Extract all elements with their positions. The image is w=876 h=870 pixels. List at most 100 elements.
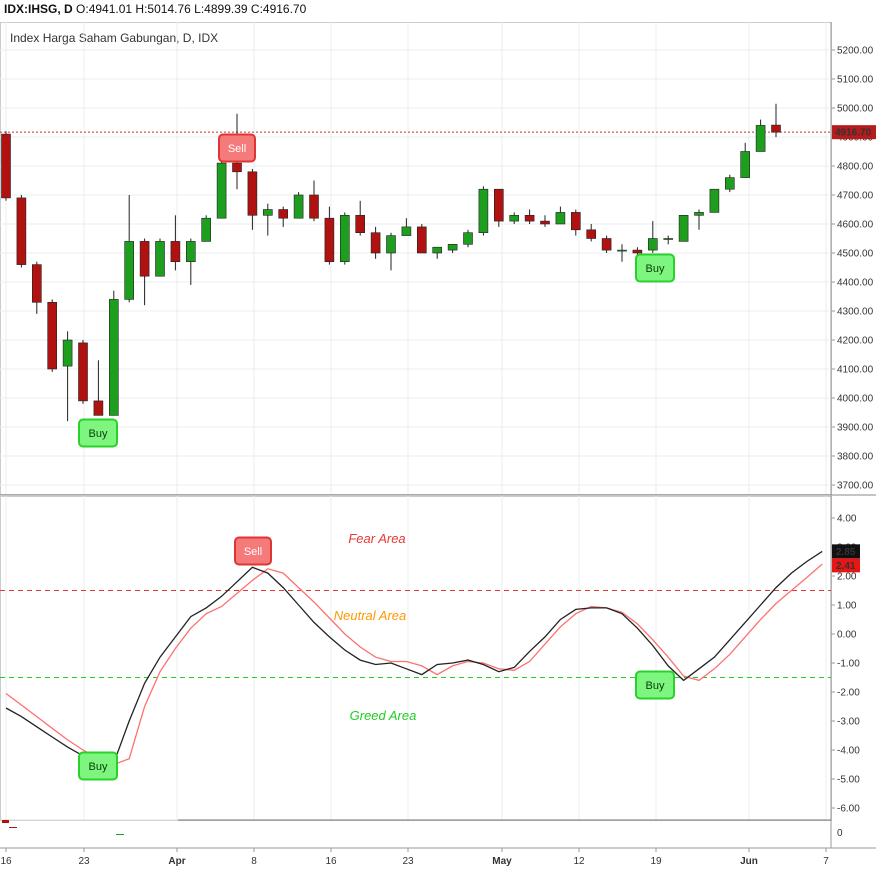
candle-body[interactable] <box>694 212 704 216</box>
volume-bar <box>9 827 17 828</box>
candle-body[interactable] <box>617 249 627 252</box>
candle-body[interactable] <box>509 215 520 222</box>
candle-body[interactable] <box>632 249 643 254</box>
indicator-pane-frame <box>0 496 832 821</box>
candle-body[interactable] <box>447 244 458 251</box>
candle-body[interactable] <box>540 220 550 225</box>
candle-body[interactable] <box>416 226 427 254</box>
candle-body[interactable] <box>216 162 227 219</box>
symbol-label: IDX:IHSG, D <box>4 2 73 16</box>
candle-body[interactable] <box>93 400 104 416</box>
candle-body[interactable] <box>78 342 88 402</box>
candle-body[interactable] <box>401 226 412 236</box>
candle-body[interactable] <box>755 125 766 152</box>
price-tick-label: 3700.00 <box>837 481 874 492</box>
candle-body[interactable] <box>309 194 319 219</box>
candle-body[interactable] <box>678 215 689 242</box>
indicator-buy-signal-box <box>78 751 118 781</box>
candle-body[interactable] <box>570 212 581 231</box>
indicator-buy-signal-label: Buy <box>646 680 665 692</box>
candle-body[interactable] <box>186 241 196 262</box>
chart-title: Index Harga Saham Gabungan, D, IDX <box>10 31 219 45</box>
indicator-buy-signal-label: Buy <box>89 761 108 773</box>
candle-body[interactable] <box>493 188 504 222</box>
indicator-sell-signal-box <box>234 536 272 566</box>
neutral-zone-label: Neutral Area <box>334 608 407 623</box>
open-label: O: <box>76 2 89 16</box>
main-sell-signal-box <box>218 133 256 163</box>
candle-body[interactable] <box>478 188 489 233</box>
low-label: L: <box>194 2 205 16</box>
candle-body[interactable] <box>324 217 335 262</box>
candle-body[interactable] <box>247 171 258 216</box>
candle-body[interactable] <box>339 215 350 263</box>
close-label: C: <box>250 2 263 16</box>
candle-body[interactable] <box>740 151 751 178</box>
candle-body[interactable] <box>463 232 473 245</box>
candle-body[interactable] <box>724 177 735 190</box>
candle-body[interactable] <box>278 209 289 219</box>
greed-zone-label: Greed Area <box>350 708 417 723</box>
time-tick-label: 19 <box>650 856 662 867</box>
indicator-black-line <box>5 550 823 764</box>
main-buy-signal-box <box>78 418 118 448</box>
price-tick-label: 4500.00 <box>837 249 874 260</box>
indicator-last-red-badge <box>832 558 860 573</box>
candle-body[interactable] <box>771 124 781 133</box>
time-tick-label: 7 <box>823 856 829 867</box>
price-tick-label: 3900.00 <box>837 423 874 434</box>
volume-bar <box>2 820 9 823</box>
candle-body[interactable] <box>355 215 366 234</box>
candle-body[interactable] <box>586 229 597 239</box>
candle-body[interactable] <box>293 194 304 219</box>
indicator-tick-label: -3.00 <box>837 717 860 728</box>
price-tick-label: 4200.00 <box>837 336 874 347</box>
indicator-last-black-value: 2.85 <box>836 547 856 558</box>
price-tick-label: 4700.00 <box>837 191 874 202</box>
low-value: 4899.39 <box>204 2 248 16</box>
candle-body[interactable] <box>555 212 566 225</box>
indicator-tick-label: -2.00 <box>837 688 860 699</box>
candle-body[interactable] <box>432 246 443 254</box>
candle-body[interactable] <box>31 264 42 303</box>
price-tick-label: 4300.00 <box>837 307 874 318</box>
time-tick-label: 23 <box>402 856 414 867</box>
candle-body[interactable] <box>232 162 242 173</box>
main-sell-signal-label: Sell <box>228 143 246 155</box>
main-buy-signal-box <box>635 253 675 283</box>
candle-body[interactable] <box>601 238 612 251</box>
candle-body[interactable] <box>647 238 658 251</box>
candle-body[interactable] <box>16 197 27 265</box>
candle-body[interactable] <box>524 215 535 222</box>
time-tick-label: 16 <box>0 856 12 867</box>
candle-body[interactable] <box>663 238 674 240</box>
price-tick-label: 4600.00 <box>837 220 874 231</box>
indicator-tick-label: -5.00 <box>837 775 860 786</box>
candle-body[interactable] <box>155 241 165 277</box>
close-value: 4916.70 <box>262 2 307 16</box>
candle-body[interactable] <box>139 241 150 277</box>
candle-body[interactable] <box>1 133 11 199</box>
symbol-ohlc-header: IDX:IHSG, D O:4941.01 H:5014.76 L:4899.3… <box>4 2 306 16</box>
indicator-sell-signal-label: Sell <box>244 546 262 558</box>
volume-bar <box>116 834 124 835</box>
candle-body[interactable] <box>170 241 181 262</box>
candle-body[interactable] <box>124 241 134 300</box>
indicator-last-black-badge <box>832 544 860 559</box>
price-tick-label: 4400.00 <box>837 278 874 289</box>
candle-body[interactable] <box>62 339 73 367</box>
time-tick-label: May <box>492 856 512 867</box>
price-tick-label: 3800.00 <box>837 452 874 463</box>
time-tick-label: Jun <box>740 856 758 867</box>
candle-body[interactable] <box>109 299 119 416</box>
candle-body[interactable] <box>201 217 211 242</box>
candle-body[interactable] <box>709 188 720 213</box>
candle-body[interactable] <box>47 301 58 370</box>
candle-body[interactable] <box>262 209 273 216</box>
indicator-tick-label: -4.00 <box>837 746 860 757</box>
indicator-tick-label: 0.00 <box>837 630 857 641</box>
candle-body[interactable] <box>386 235 396 254</box>
candle-body[interactable] <box>370 232 381 254</box>
open-value: 4941.01 <box>88 2 133 16</box>
